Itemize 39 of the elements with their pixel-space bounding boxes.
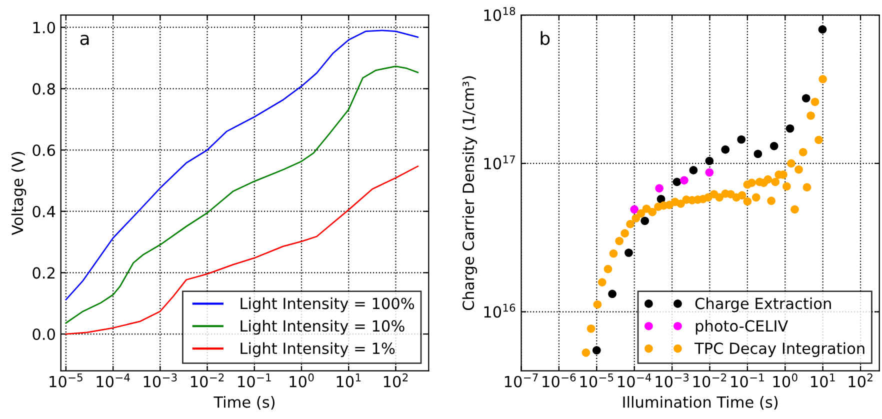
y-tick-label: 10$^{16}$ (484, 304, 516, 318)
y-axis-title: Charge Carrier Density (1/cm³) (462, 76, 478, 310)
legend-label: Light Intensity = 1% (240, 342, 395, 358)
x-tick-label: 10$^{−3}$ (656, 373, 689, 388)
x-tick-label: 10$^{1}$ (811, 374, 835, 388)
legend-label: TPC Decay Integration (694, 342, 864, 358)
x-tick-label: 10$^{−6}$ (542, 373, 576, 388)
x-tick-label: 10$^{−4}$ (96, 374, 130, 388)
x-tick-label: 10$^{−5}$ (50, 374, 82, 388)
x-tick-label: 10$^{−5}$ (580, 374, 614, 388)
x-tick-label: 10$^{0}$ (773, 373, 798, 388)
y-axis-title: Voltage (V) (11, 152, 26, 236)
legend-label: photo-CELIV (696, 320, 788, 335)
legend-label: Charge Extraction (695, 297, 831, 312)
x-axis-title: Illumination Time (s) (623, 396, 778, 410)
x-tick-label: 10$^{0}$ (290, 373, 314, 388)
legend-label: Light Intensity = 10% (240, 320, 404, 335)
x-tick-label: 10$^{2}$ (384, 373, 408, 388)
y-tick-label: 1.0 (33, 22, 55, 34)
y-tick-label: 0.2 (32, 267, 54, 279)
y-tick-label: 0.0 (32, 328, 55, 340)
y-tick-label: 0.4 (32, 206, 56, 218)
x-tick-label: 10$^{2}$ (848, 373, 872, 388)
y-tick-label: 0.8 (32, 83, 55, 95)
y-tick-label: 0.6 (32, 144, 56, 156)
x-tick-label: 10$^{−2}$ (693, 373, 726, 388)
annotation: b (540, 31, 550, 46)
x-tick-label: 10$^{−7}$ (504, 374, 538, 388)
x-tick-label: 10$^{−1}$ (731, 374, 764, 388)
x-tick-label: 10$^{1}$ (336, 374, 361, 388)
x-tick-label: 10$^{−2}$ (191, 373, 224, 388)
annotation: a (80, 34, 89, 46)
x-tick-label: 10$^{−1}$ (238, 374, 271, 388)
x-tick-label: 10$^{−4}$ (618, 374, 652, 388)
y-tick-label: 10$^{17}$ (484, 155, 515, 170)
x-axis-title: Time (s) (214, 396, 275, 410)
x-tick-label: 10$^{−3}$ (144, 373, 177, 388)
legend-label: Light Intensity = 100% (240, 297, 414, 312)
y-tick-label: 10$^{18}$ (484, 6, 516, 21)
